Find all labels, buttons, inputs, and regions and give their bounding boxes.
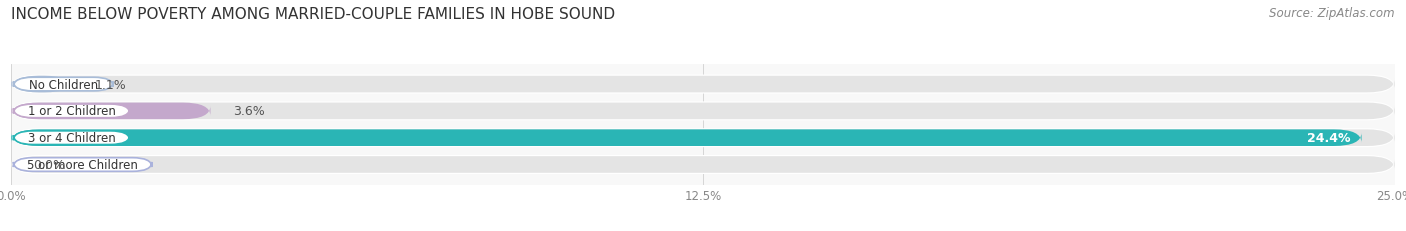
FancyBboxPatch shape	[14, 78, 112, 91]
FancyBboxPatch shape	[14, 105, 129, 118]
Text: 5 or more Children: 5 or more Children	[27, 158, 138, 171]
FancyBboxPatch shape	[14, 158, 152, 172]
Text: 3 or 4 Children: 3 or 4 Children	[28, 132, 115, 145]
Text: 3.6%: 3.6%	[232, 105, 264, 118]
Text: 1 or 2 Children: 1 or 2 Children	[28, 105, 115, 118]
FancyBboxPatch shape	[11, 76, 1395, 93]
FancyBboxPatch shape	[11, 75, 1395, 94]
Text: INCOME BELOW POVERTY AMONG MARRIED-COUPLE FAMILIES IN HOBE SOUND: INCOME BELOW POVERTY AMONG MARRIED-COUPL…	[11, 7, 616, 22]
FancyBboxPatch shape	[14, 131, 129, 145]
FancyBboxPatch shape	[11, 102, 1395, 121]
FancyBboxPatch shape	[11, 76, 72, 93]
FancyBboxPatch shape	[11, 130, 1361, 146]
Text: 24.4%: 24.4%	[1308, 132, 1351, 145]
FancyBboxPatch shape	[11, 103, 1395, 120]
FancyBboxPatch shape	[11, 103, 211, 120]
FancyBboxPatch shape	[11, 157, 1395, 173]
Text: No Children: No Children	[28, 78, 98, 91]
Text: Source: ZipAtlas.com: Source: ZipAtlas.com	[1270, 7, 1395, 20]
FancyBboxPatch shape	[11, 130, 1395, 146]
Text: 0.0%: 0.0%	[34, 158, 66, 171]
FancyBboxPatch shape	[11, 129, 1395, 148]
Text: 1.1%: 1.1%	[94, 78, 127, 91]
FancyBboxPatch shape	[11, 155, 1395, 174]
